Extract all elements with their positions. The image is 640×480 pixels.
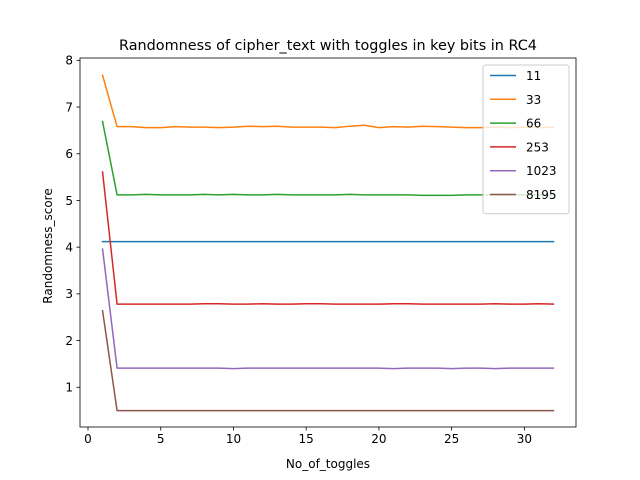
y-tick-label-2: 2 <box>65 334 73 348</box>
y-tick-label-7: 7 <box>65 100 73 114</box>
x-tick-label-0: 0 <box>84 432 92 446</box>
legend-label-66: 66 <box>526 117 541 131</box>
legend-label-11: 11 <box>526 69 541 83</box>
x-tick-label-10: 10 <box>226 432 241 446</box>
legend: 11 33 66 253 1023 8195 <box>482 64 570 215</box>
x-tick-label-25: 25 <box>444 432 459 446</box>
y-tick-label-3: 3 <box>65 287 73 301</box>
legend-label-1023: 1023 <box>526 164 557 178</box>
x-tick-label-20: 20 <box>371 432 386 446</box>
chart-title: Randomness of cipher_text with toggles i… <box>119 38 537 54</box>
legend-box <box>482 64 570 215</box>
plot-frame <box>79 57 577 428</box>
legend-label-8195: 8195 <box>526 188 557 202</box>
y-tick-label-1: 1 <box>65 381 73 395</box>
x-axis-label: No_of_toggles <box>286 457 370 471</box>
x-tick-label-5: 5 <box>157 432 165 446</box>
series-layer <box>101 74 555 412</box>
series-line-33 <box>101 74 555 129</box>
y-tick-label-8: 8 <box>65 54 73 68</box>
series-line-66 <box>101 120 555 197</box>
x-tick-label-15: 15 <box>299 432 314 446</box>
series-line-253 <box>101 171 555 305</box>
x-tick-label-30: 30 <box>517 432 532 446</box>
legend-label-253: 253 <box>526 140 549 154</box>
series-line-1023 <box>101 248 555 370</box>
y-tick-label-5: 5 <box>65 194 73 208</box>
legend-label-33: 33 <box>526 93 541 107</box>
y-axis-label: Randomness_score <box>41 188 55 303</box>
series-line-8195 <box>101 309 555 412</box>
y-tick-label-4: 4 <box>65 240 73 254</box>
y-tick-label-6: 6 <box>65 147 73 161</box>
axes-layer: 0 5 10 15 20 25 30 1 2 3 4 5 6 7 8 <box>65 54 577 446</box>
